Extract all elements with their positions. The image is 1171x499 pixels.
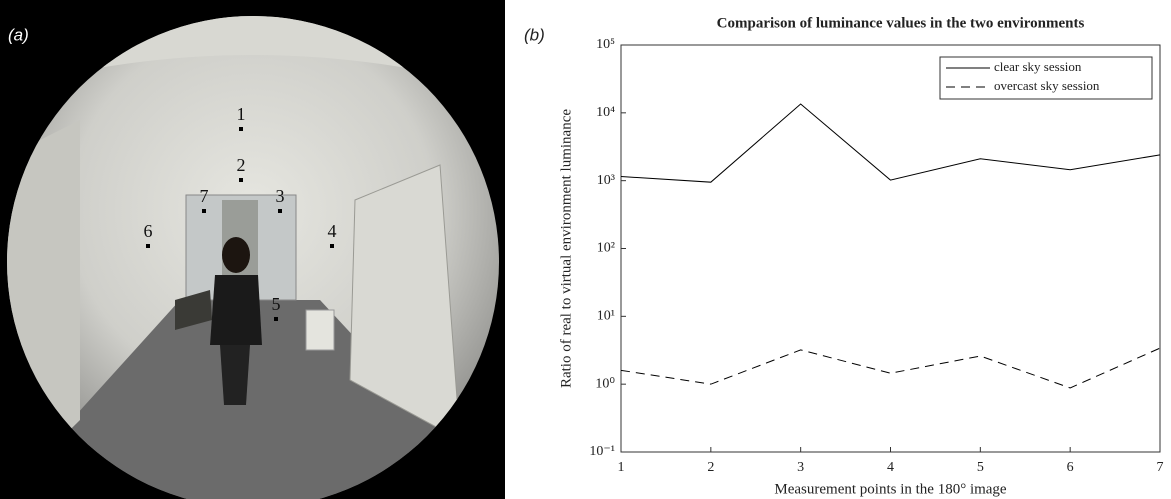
y-tick-label: 10¹ xyxy=(597,309,615,324)
x-tick-label: 2 xyxy=(707,460,714,475)
y-tick-label: 10² xyxy=(597,241,615,256)
photo: (a) 1 2 3 4 5 6 7 xyxy=(0,0,505,499)
point-marker xyxy=(146,244,150,248)
point-marker xyxy=(239,178,243,182)
figure: (a) 1 2 3 4 5 6 7 (b) Comparison of luminance … xyxy=(0,0,1171,499)
point-label: 3 xyxy=(276,186,285,206)
point-label: 2 xyxy=(237,155,246,175)
plot-area xyxy=(621,45,1160,452)
point-marker xyxy=(274,317,278,321)
chart-title: Comparison of luminance values in the tw… xyxy=(717,15,1085,31)
x-tick-label: 3 xyxy=(797,460,804,475)
legend-label: overcast sky session xyxy=(994,78,1100,93)
point-label: 1 xyxy=(237,104,246,124)
point-marker xyxy=(330,244,334,248)
x-tick-label: 1 xyxy=(618,460,625,475)
x-tick-label: 7 xyxy=(1157,460,1164,475)
legend-label: clear sky session xyxy=(994,59,1082,74)
point-marker xyxy=(278,209,282,213)
point-label: 7 xyxy=(200,186,209,206)
y-tick-label: 10⁴ xyxy=(596,105,615,120)
point-label: 5 xyxy=(272,294,281,314)
point-label: 4 xyxy=(328,221,337,241)
y-tick-label: 10⁻¹ xyxy=(589,444,615,459)
panel-label: (a) xyxy=(8,25,29,44)
y-tick-label: 10³ xyxy=(597,173,615,188)
point-label: 6 xyxy=(144,221,153,241)
x-axis-label: Measurement points in the 180° image xyxy=(774,481,1007,497)
chart: Comparison of luminance values in the tw… xyxy=(558,15,1163,497)
y-tick-label: 10⁵ xyxy=(596,37,615,52)
y-tick-label: 10⁰ xyxy=(595,376,615,391)
point-marker xyxy=(239,127,243,131)
x-tick-label: 4 xyxy=(887,460,894,475)
x-tick-label: 5 xyxy=(977,460,984,475)
point-marker xyxy=(202,209,206,213)
x-tick-label: 6 xyxy=(1067,460,1074,475)
panel-label: (b) xyxy=(524,25,545,44)
y-axis-label: Ratio of real to virtual environment lum… xyxy=(558,109,574,388)
